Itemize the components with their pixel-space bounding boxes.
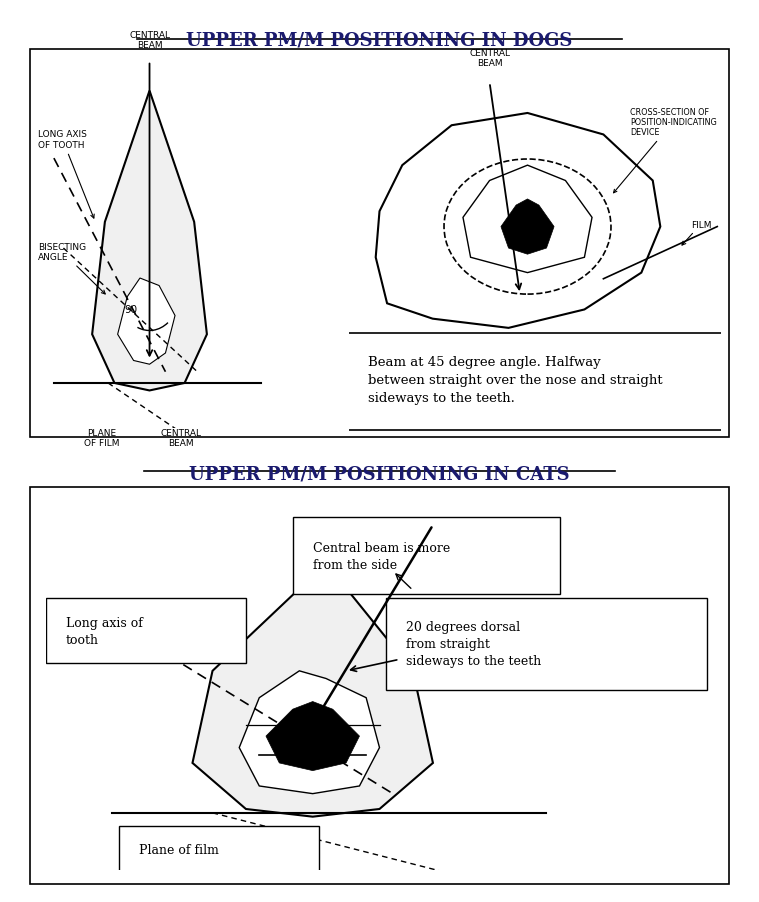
Polygon shape bbox=[118, 279, 175, 364]
Text: Long axis of
tooth: Long axis of tooth bbox=[65, 616, 143, 646]
Text: CROSS-SECTION OF
POSITION-INDICATING
DEVICE: CROSS-SECTION OF POSITION-INDICATING DEV… bbox=[613, 107, 716, 194]
Text: Plane of film: Plane of film bbox=[139, 842, 219, 856]
Text: PLANE
OF FILM: PLANE OF FILM bbox=[84, 428, 119, 447]
Text: 20 degrees dorsal
from straight
sideways to the teeth: 20 degrees dorsal from straight sideways… bbox=[406, 621, 541, 667]
Text: Beam at 45 degree angle. Halfway
between straight over the nose and straight
sid: Beam at 45 degree angle. Halfway between… bbox=[368, 355, 663, 404]
Polygon shape bbox=[92, 91, 207, 391]
Text: 90: 90 bbox=[124, 304, 137, 315]
FancyBboxPatch shape bbox=[46, 598, 246, 664]
Polygon shape bbox=[376, 114, 660, 328]
Text: UPPER PM/M POSITIONING IN CATS: UPPER PM/M POSITIONING IN CATS bbox=[189, 465, 570, 483]
Polygon shape bbox=[239, 671, 380, 794]
FancyBboxPatch shape bbox=[345, 333, 725, 431]
Polygon shape bbox=[193, 564, 433, 817]
Text: BISECTING
ANGLE: BISECTING ANGLE bbox=[38, 243, 106, 295]
Polygon shape bbox=[266, 702, 360, 770]
Text: UPPER PM/M POSITIONING IN DOGS: UPPER PM/M POSITIONING IN DOGS bbox=[186, 32, 573, 50]
Text: CENTRAL
BEAM: CENTRAL BEAM bbox=[161, 428, 202, 447]
Polygon shape bbox=[501, 199, 554, 255]
Polygon shape bbox=[463, 166, 592, 273]
FancyBboxPatch shape bbox=[119, 826, 320, 872]
FancyBboxPatch shape bbox=[386, 598, 707, 690]
Text: CENTRAL
BEAM: CENTRAL BEAM bbox=[129, 31, 170, 51]
FancyBboxPatch shape bbox=[293, 518, 560, 594]
Circle shape bbox=[444, 160, 611, 295]
Text: Central beam is more
from the side: Central beam is more from the side bbox=[313, 541, 450, 571]
Text: CENTRAL
BEAM: CENTRAL BEAM bbox=[469, 49, 510, 68]
Text: LONG AXIS
OF TOOTH: LONG AXIS OF TOOTH bbox=[38, 130, 94, 219]
Text: FILM: FILM bbox=[682, 220, 711, 245]
